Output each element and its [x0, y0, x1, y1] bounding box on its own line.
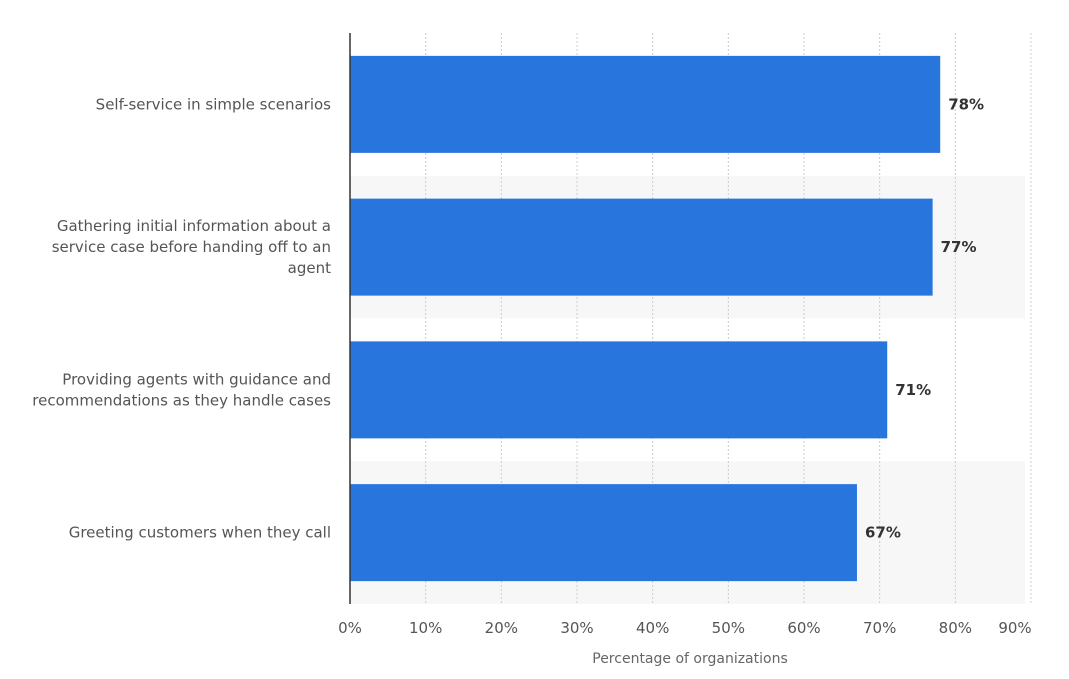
- bar: [350, 484, 857, 582]
- bar-value-label: 71%: [895, 381, 931, 399]
- category-label-line: service case before handing off to an: [52, 238, 331, 256]
- x-tick-label: 20%: [485, 619, 518, 637]
- bar: [350, 341, 888, 439]
- x-tick-label: 30%: [560, 619, 593, 637]
- category-label-line: Providing agents with guidance and: [62, 370, 331, 388]
- x-tick-label: 10%: [409, 619, 442, 637]
- x-tick-label: 50%: [712, 619, 745, 637]
- bar: [350, 198, 933, 296]
- value-labels: 78% 77% 71% 67%: [865, 95, 984, 541]
- bar: [350, 55, 941, 153]
- category-label: Providing agents with guidance and recomm…: [32, 370, 331, 409]
- x-axis-title: Percentage of organizations: [592, 651, 788, 667]
- category-label: Gathering initial information about a ser…: [52, 217, 331, 277]
- bar-value-label: 78%: [948, 95, 984, 113]
- bar-value-label: 77%: [941, 238, 977, 256]
- x-tick-label: 90%: [998, 619, 1031, 637]
- category-label-line: Gathering initial information about a: [57, 217, 331, 235]
- gridlines: [425, 33, 1032, 604]
- category-label-line: agent: [288, 259, 331, 277]
- bar-value-label: 67%: [865, 524, 901, 542]
- bars: [350, 55, 941, 582]
- category-labels: Self-service in simple scenarios Gatherin…: [32, 95, 331, 541]
- x-tick-label: 80%: [939, 619, 972, 637]
- x-tick-label: 0%: [338, 619, 362, 637]
- category-label-line: recommendations as they handle cases: [32, 391, 331, 409]
- category-label: Greeting customers when they call: [69, 524, 331, 542]
- category-label-line: Greeting customers when they call: [69, 524, 331, 542]
- x-tick-label: 70%: [863, 619, 896, 637]
- category-label: Self-service in simple scenarios: [96, 95, 332, 113]
- x-tick-labels: 0% 10% 20% 30% 40% 50% 60% 70% 80% 90%: [338, 619, 1032, 637]
- x-tick-label: 60%: [787, 619, 820, 637]
- x-tick-label: 40%: [636, 619, 669, 637]
- category-label-line: Self-service in simple scenarios: [96, 95, 332, 113]
